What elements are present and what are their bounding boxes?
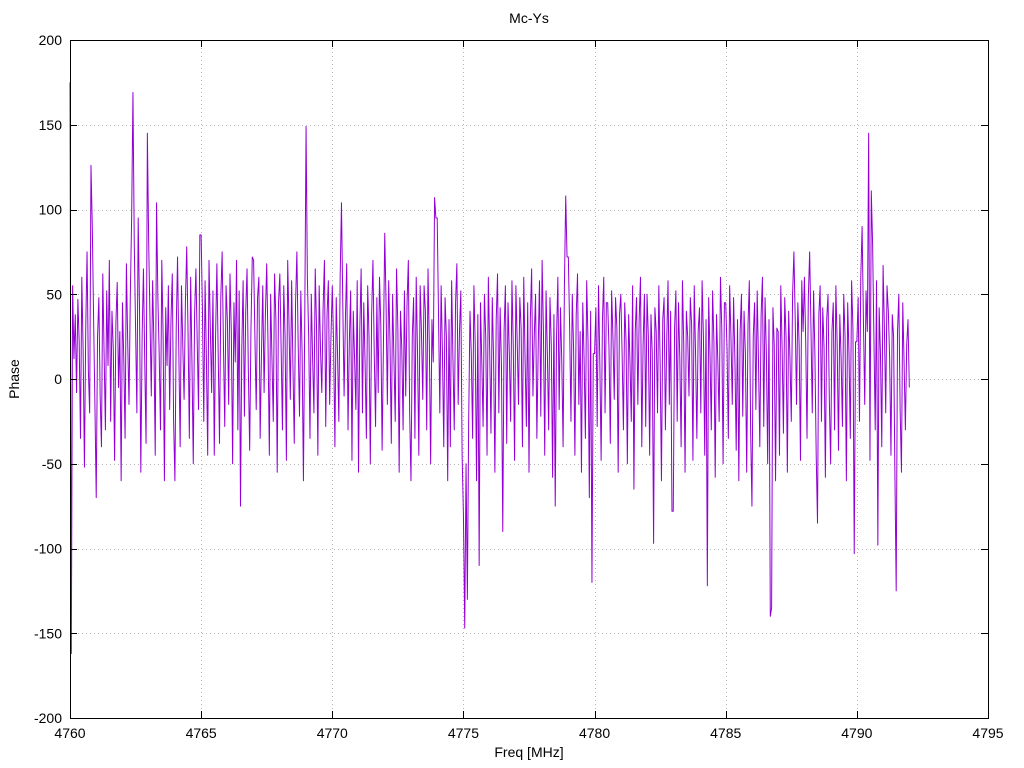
- y-tick-label: 100: [39, 202, 63, 218]
- y-tick-label: -200: [34, 710, 62, 726]
- y-tick-label: -50: [42, 456, 62, 472]
- y-tick-label: 200: [39, 32, 63, 48]
- x-tick-label: 4780: [579, 725, 610, 741]
- x-tick-label: 4785: [710, 725, 741, 741]
- y-tick-label: 150: [39, 117, 63, 133]
- y-tick-label: -100: [34, 541, 62, 557]
- x-tick-label: 4770: [317, 725, 348, 741]
- y-tick-label: 50: [46, 286, 62, 302]
- x-tick-label: 4790: [841, 725, 872, 741]
- x-tick-label: 4775: [448, 725, 479, 741]
- y-tick-label: 0: [54, 371, 62, 387]
- x-axis-label: Freq [MHz]: [494, 744, 564, 760]
- x-tick-label: 4765: [186, 725, 217, 741]
- y-tick-label: -150: [34, 625, 62, 641]
- chart-title: Mc-Ys: [509, 10, 549, 26]
- x-tick-label: 4795: [972, 725, 1003, 741]
- x-tick-label: 4760: [54, 725, 85, 741]
- series-line: [69, 82, 910, 655]
